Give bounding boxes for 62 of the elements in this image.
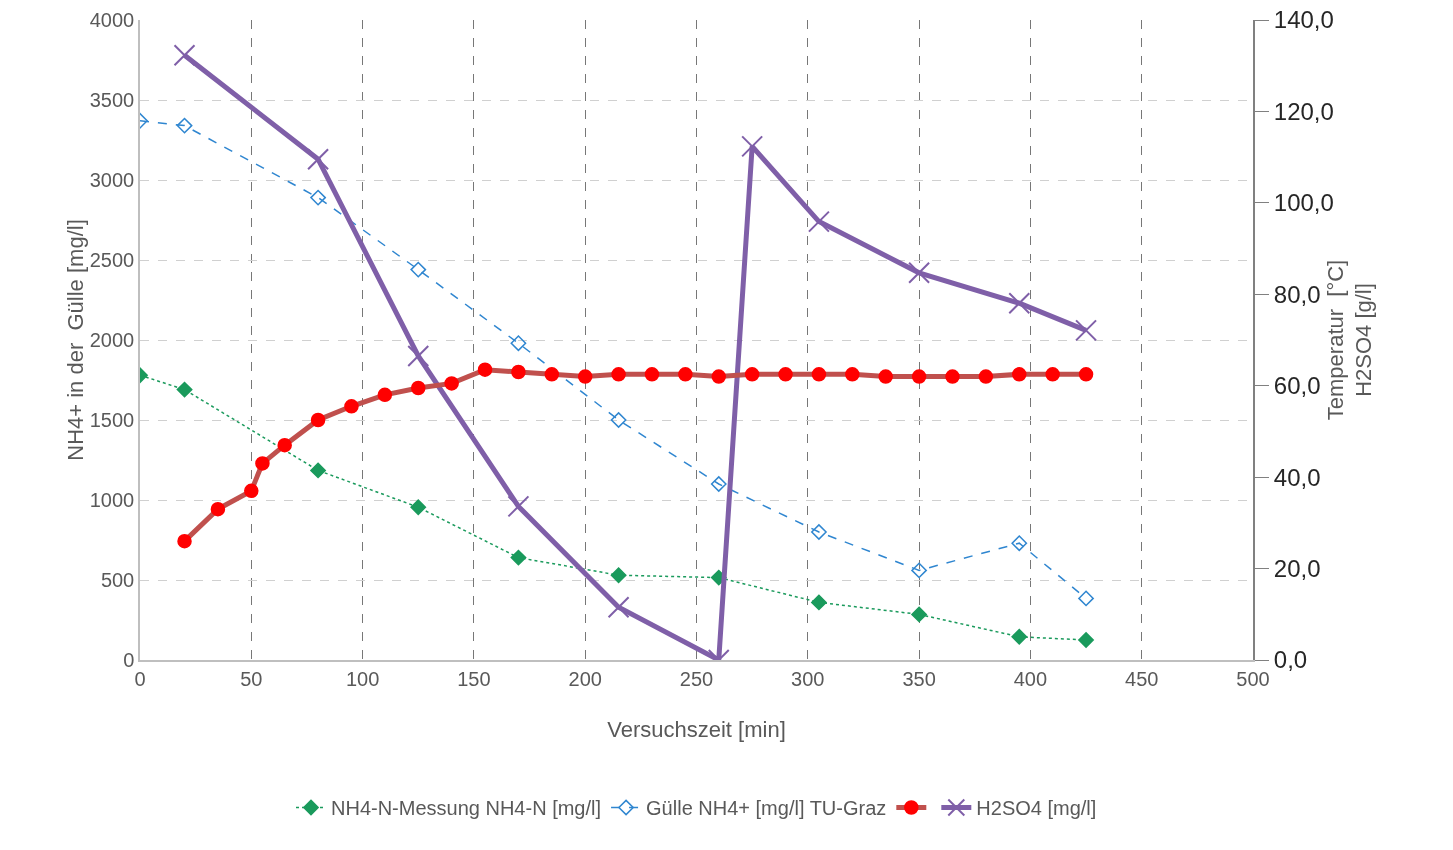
x-tick-label: 400	[1013, 667, 1048, 690]
y2-tick-label: 140,0	[1273, 6, 1334, 34]
y2-tick-label: 100,0	[1273, 189, 1334, 217]
point	[610, 412, 627, 428]
point	[908, 261, 931, 284]
point	[807, 210, 830, 233]
point	[507, 495, 530, 518]
point	[1078, 590, 1094, 607]
point	[307, 148, 330, 171]
point	[407, 345, 430, 367]
y2-axis-title: Temperatur [°C] H2SO4 [g/l]	[1322, 259, 1377, 421]
x-tick-label: 200	[568, 667, 602, 690]
x-tick-label: 50	[240, 667, 263, 690]
point	[1011, 628, 1028, 645]
legend-label: Gülle NH4+ [mg/l] TU-Graz	[646, 797, 887, 820]
legend-label: H2SO4 [mg/l]	[976, 797, 1097, 820]
point	[410, 499, 427, 516]
point	[610, 567, 627, 584]
x-axis-title: Versuchszeit [min]	[607, 716, 786, 742]
y-tick-label: 1000	[89, 489, 135, 511]
x-tick-label: 150	[457, 667, 491, 690]
y-tick-label: 0	[123, 649, 135, 671]
x-tick-label: 500	[1236, 667, 1270, 690]
point	[911, 606, 927, 623]
y2-tick-label: 20,0	[1273, 554, 1321, 582]
legend-label: NH4-N-Messung NH4-N [mg/l]	[331, 797, 602, 820]
point	[1011, 535, 1028, 552]
point	[607, 596, 630, 619]
y-tick-label: 3500	[89, 89, 135, 111]
point	[410, 261, 427, 278]
x-tick-label: 100	[345, 667, 380, 690]
point	[811, 524, 827, 540]
point	[310, 189, 326, 206]
y-tick-label: 1500	[89, 409, 135, 431]
x-tick-label: 300	[791, 667, 825, 690]
y-tick-label: 2000	[89, 329, 135, 351]
point	[176, 381, 193, 398]
point	[1008, 292, 1031, 315]
point	[811, 594, 827, 611]
y2-tick-label: 120,0	[1273, 97, 1334, 125]
y2-tick-label: 60,0	[1273, 372, 1321, 400]
y2-tick-label: 40,0	[1273, 463, 1321, 491]
point	[510, 549, 527, 566]
y-tick-label: 500	[100, 569, 135, 591]
x-tick-label: 250	[679, 667, 714, 690]
y-tick-label: 2500	[89, 249, 135, 271]
y2-tick-label: 0,0	[1273, 646, 1308, 674]
y-axis-title: NH4+ in der Gülle [mg/l]	[62, 219, 88, 461]
point	[173, 44, 196, 67]
point	[176, 117, 193, 134]
point	[1078, 632, 1094, 648]
y-tick-label: 3000	[89, 169, 135, 191]
x-tick-label: 450	[1125, 667, 1159, 690]
point	[710, 476, 727, 492]
x-tick-label: 350	[902, 667, 936, 690]
point	[1075, 319, 1098, 342]
point	[911, 562, 927, 579]
y2-tick-label: 80,0	[1273, 280, 1321, 308]
point	[310, 462, 326, 479]
point	[741, 135, 764, 158]
y-tick-label: 4000	[89, 9, 135, 31]
point	[510, 335, 527, 352]
